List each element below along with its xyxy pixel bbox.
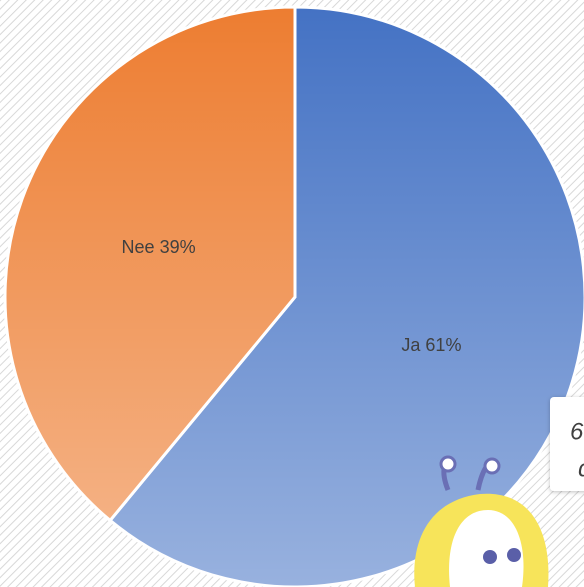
callout-text: 6 — [570, 418, 584, 445]
slice-category: Nee — [122, 237, 155, 257]
callout-box — [550, 397, 584, 491]
slice-label: Nee 39% — [122, 237, 196, 257]
pie-labels: Ja 61% Nee 39% — [122, 237, 462, 355]
slice-value-label: 61% — [425, 335, 461, 355]
slice-value-label: 39% — [160, 237, 196, 257]
slice-label: Ja 61% — [401, 335, 461, 355]
slice-category: Ja — [401, 335, 421, 355]
callout-text: d — [578, 455, 584, 482]
mascot — [414, 455, 549, 587]
callout: 6 d — [550, 397, 584, 491]
